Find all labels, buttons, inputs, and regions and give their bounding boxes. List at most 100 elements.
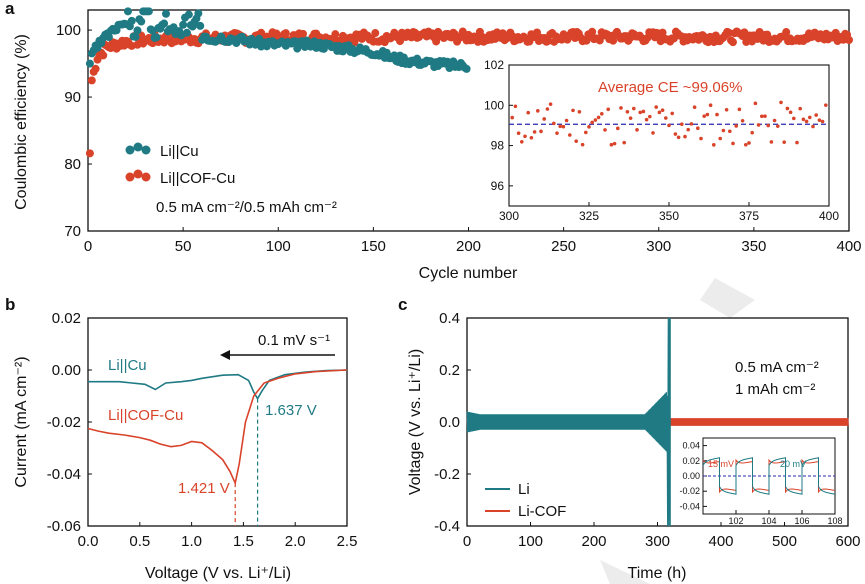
cof-data-point bbox=[91, 64, 100, 73]
licu-data-point bbox=[127, 16, 136, 25]
inset-a-data-point bbox=[561, 124, 566, 129]
x-tick-label: 150 bbox=[361, 238, 386, 255]
x-tick-label: 200 bbox=[581, 533, 606, 550]
inset-a-data-point bbox=[692, 105, 697, 110]
inset-a-data-point bbox=[606, 107, 610, 112]
y-tick-label: 0.4 bbox=[439, 310, 460, 327]
inset-a-data-point bbox=[804, 119, 809, 124]
cof-data-point bbox=[281, 29, 290, 38]
panel-c-chart: 0 100 200 300 400 500 600 -0.4 -0.2 0.0 0.2 0.4 bbox=[434, 310, 860, 550]
x-tick-label: 104 bbox=[761, 516, 776, 526]
panel-b-ylabel: Current (mA cm⁻²) bbox=[13, 356, 30, 487]
inset-a-data-point bbox=[587, 125, 591, 129]
licu-data-point bbox=[194, 9, 203, 18]
inset-a-data-point bbox=[715, 112, 719, 117]
inset-a-data-point bbox=[648, 114, 652, 119]
inset-a-data-point bbox=[792, 116, 796, 121]
cof-data-point bbox=[331, 30, 340, 39]
y-tick-label: 100 bbox=[56, 22, 81, 39]
licu-data-point bbox=[196, 21, 205, 30]
cof-data-point bbox=[99, 51, 108, 60]
cof-data-point bbox=[298, 29, 307, 38]
inset-a-data-point bbox=[590, 120, 594, 125]
x-tick-label: 250 bbox=[551, 238, 576, 255]
licu-data-point bbox=[123, 7, 132, 16]
inset-a-data-point bbox=[670, 111, 674, 116]
inset-a-data-point bbox=[788, 110, 793, 115]
inset-a-data-point bbox=[564, 118, 569, 123]
y-tick-label: -0.02 bbox=[47, 414, 81, 431]
licu-data-point bbox=[182, 28, 191, 37]
x-tick-label: 300 bbox=[646, 238, 671, 255]
x-tick-label: 200 bbox=[456, 238, 481, 255]
inset-a-data-point bbox=[660, 108, 665, 113]
cof-data-point bbox=[609, 36, 618, 45]
panel-b-chart: 0.0 0.5 1.0 1.5 2.0 2.5 -0.06 -0.04 -0.02 0.00 0.… bbox=[47, 310, 358, 550]
licu-data-point bbox=[179, 20, 188, 29]
y-tick-label: -0.2 bbox=[434, 466, 460, 483]
y-tick-label: -0.02 bbox=[679, 486, 700, 496]
inset-a-data-point bbox=[779, 100, 783, 105]
inset-a-data-point bbox=[603, 128, 607, 132]
licu-data-point bbox=[133, 26, 142, 35]
inset-a-data-point bbox=[516, 131, 521, 135]
inset-a-data-point bbox=[619, 106, 623, 110]
arrow-head-icon bbox=[220, 350, 230, 360]
inset-a-data-point bbox=[696, 126, 700, 130]
x-tick-label: 400 bbox=[708, 533, 733, 550]
legend-marker-licu bbox=[125, 142, 151, 155]
inset-a-data-point bbox=[724, 107, 729, 112]
x-tick-label: 400 bbox=[836, 238, 861, 255]
inset-a-data-point bbox=[814, 113, 818, 117]
x-tick-label: 2.5 bbox=[337, 533, 358, 550]
panel-c-xlabel: Time (h) bbox=[628, 565, 687, 582]
inset-a-data-point bbox=[644, 117, 649, 122]
y-tick-label: 0.00 bbox=[52, 362, 81, 379]
x-tick-label: 1.0 bbox=[181, 533, 202, 550]
inset-a-data-point bbox=[718, 136, 722, 141]
inset-a-data-point bbox=[712, 143, 716, 147]
cof-data-point bbox=[87, 76, 96, 85]
inset-a-data-point bbox=[744, 142, 748, 147]
scan-rate-label: 0.1 mV s⁻¹ bbox=[258, 332, 330, 349]
x-tick-label: 500 bbox=[772, 533, 797, 550]
x-tick-label: 106 bbox=[794, 516, 809, 526]
inset-a-data-point bbox=[532, 130, 537, 134]
x-tick-label: 100 bbox=[518, 533, 543, 550]
inset-a-data-point bbox=[667, 123, 671, 128]
inset-a-data-point bbox=[545, 107, 550, 111]
y-tick-label: 0.0 bbox=[439, 414, 460, 431]
watermark-decoration bbox=[600, 278, 755, 584]
licu-data-point bbox=[413, 54, 422, 63]
inset-a-data-point bbox=[580, 142, 585, 147]
inset-a-data-point bbox=[676, 135, 681, 140]
panel-a-ylabel: Coulombic efficiency (%) bbox=[13, 34, 30, 210]
inset-c-li-profile bbox=[702, 457, 836, 495]
y-tick-label: -0.04 bbox=[679, 501, 700, 511]
panel-a-condition: 0.5 mA cm⁻²/0.5 mAh cm⁻² bbox=[156, 199, 337, 216]
inset-c-20mv-label: 20 mV bbox=[780, 459, 806, 469]
y-tick-label: -0.4 bbox=[434, 518, 460, 535]
inset-a-data-point bbox=[612, 141, 617, 146]
licu-data-point bbox=[85, 59, 94, 68]
inset-a-data-point bbox=[795, 140, 799, 145]
y-tick-label: 0.2 bbox=[439, 362, 460, 379]
x-tick-label: 400 bbox=[819, 209, 839, 223]
inset-a-data-point bbox=[635, 128, 639, 132]
x-tick-label: 100 bbox=[266, 238, 291, 255]
x-tick-label: 0 bbox=[84, 238, 92, 255]
inset-a-data-point bbox=[664, 116, 668, 120]
inset-a-data-point bbox=[734, 124, 738, 128]
inset-a-data-point bbox=[728, 129, 732, 134]
inset-a-data-point bbox=[702, 114, 706, 118]
inset-a-data-point bbox=[625, 109, 630, 114]
inset-a-data-point bbox=[638, 110, 642, 115]
legend-label-li: Li bbox=[518, 481, 530, 498]
inset-a-data-point bbox=[782, 140, 786, 144]
inset-a-data-point bbox=[699, 136, 703, 141]
inset-a-data-point bbox=[584, 130, 588, 135]
panel-c-inset: 102 104 106 108 -0.04 -0.02 0.00 0.02 0.04 15 m… bbox=[679, 437, 843, 526]
cof-data-point bbox=[845, 35, 853, 44]
panel-a-inset: 300 325 350 375 400 96 98 100 102 Average CE ~9… bbox=[484, 58, 839, 223]
y-tick-label: -0.04 bbox=[47, 466, 81, 483]
